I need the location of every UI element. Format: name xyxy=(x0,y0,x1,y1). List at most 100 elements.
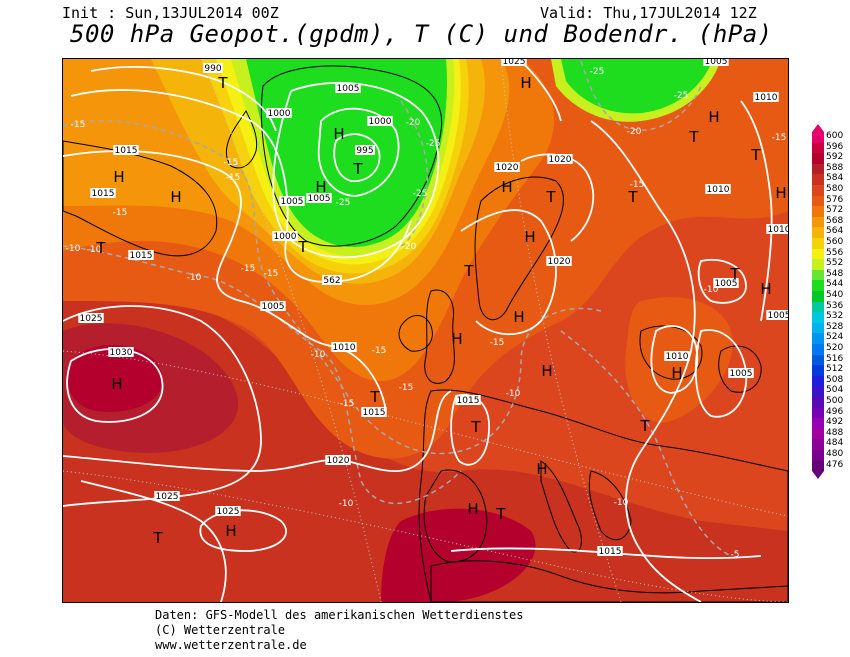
isobar-1025-north xyxy=(520,60,562,122)
temperature-label: -10 xyxy=(87,245,102,255)
isobar-label-box xyxy=(597,546,623,556)
isobar-label: 1010 xyxy=(333,343,356,353)
legend-item: 500 xyxy=(812,396,850,408)
temperature-label: -15 xyxy=(264,269,279,279)
isobar-label: 1025 xyxy=(503,59,526,67)
legend-swatch xyxy=(812,153,824,164)
isobar-995 xyxy=(333,133,381,183)
low-pressure-marker: T xyxy=(729,265,740,283)
temperature-label: -15 xyxy=(226,173,241,183)
isobar-1020-north xyxy=(520,153,595,242)
legend-swatch xyxy=(812,142,824,154)
low-pressure-marker: T xyxy=(369,388,380,406)
isobar-label: 1020 xyxy=(549,155,572,165)
isobar-label: 1015 xyxy=(115,146,138,156)
legend-label: 584 xyxy=(826,173,844,184)
high-pressure-marker: H xyxy=(536,460,547,478)
isobar-label: 1005 xyxy=(281,197,304,207)
geopotential-band-584 xyxy=(63,289,788,602)
temperature-label: -25 xyxy=(674,91,689,101)
isotherm-minus5 xyxy=(560,330,732,557)
high-pressure-marker: H xyxy=(520,74,531,92)
temperature-label: -10 xyxy=(311,350,326,360)
legend-label: 540 xyxy=(826,290,844,300)
low-pressure-marker: T xyxy=(545,188,556,206)
balkans-coast xyxy=(588,470,632,541)
isobar-1005-east xyxy=(697,258,747,304)
isobar-label: 1000 xyxy=(369,117,392,127)
isobar-label: 1005 xyxy=(730,369,753,379)
low-pressure-marker: T xyxy=(152,529,163,547)
isobar-1025-south xyxy=(80,480,227,602)
isobar-label-box xyxy=(78,313,104,323)
high-pressure-marker: H xyxy=(333,125,344,143)
high-pressure-marker: H xyxy=(708,108,719,126)
isobar-label: 1005 xyxy=(337,84,360,94)
legend-item: 476 xyxy=(812,459,850,472)
legend-item: 596 xyxy=(812,142,850,154)
isobar-label-box xyxy=(331,342,357,352)
init-time: Init : Sun,13JUL2014 00Z xyxy=(62,4,279,22)
isobar-label-box xyxy=(335,83,361,93)
isobar-label-box xyxy=(306,193,332,203)
footer: Daten: GFS-Modell des amerikanischen Wet… xyxy=(155,608,523,653)
isobar-1010-east xyxy=(650,325,699,394)
temperature-label: -15 xyxy=(399,383,414,393)
baffin-coast xyxy=(225,110,258,169)
legend-item: 540 xyxy=(812,290,850,302)
isobar-label-box xyxy=(272,231,298,241)
legend-item: 532 xyxy=(812,311,850,323)
legend-swatch xyxy=(812,195,824,207)
valid-time: Valid: Thu,17JUL2014 12Z xyxy=(540,4,757,22)
legend-label: 556 xyxy=(826,247,844,258)
high-pressure-marker: H xyxy=(671,364,682,382)
legend-swatch xyxy=(812,185,824,196)
temperature-label: -25 xyxy=(426,139,441,149)
isobar-label-box xyxy=(664,351,690,361)
isobar-label-box xyxy=(728,368,754,378)
legend-swatch xyxy=(812,206,824,217)
isobar-labels: 990 1000 1005 1000 995 1005 1005 1000 1015 1015 10… xyxy=(78,59,788,557)
legend-label: 492 xyxy=(826,417,844,428)
isobar-1005-caspian xyxy=(694,329,748,418)
legend-label: 476 xyxy=(826,459,844,470)
high-pressure-marker: H xyxy=(760,280,771,298)
isobar-label: 1025 xyxy=(217,507,240,517)
legend-label: 508 xyxy=(826,374,844,385)
legend-item: 512 xyxy=(812,364,850,376)
isobar-label-box xyxy=(367,116,393,126)
isobar-label-box xyxy=(154,491,180,501)
legend-item: 524 xyxy=(812,332,850,344)
legend-swatch xyxy=(812,174,824,185)
legend-swatch xyxy=(812,238,824,249)
isotherm-minus20 xyxy=(400,100,428,247)
isobar-label-box xyxy=(215,506,241,516)
isobar-label-box xyxy=(455,395,481,405)
legend-arrow-up-icon xyxy=(812,124,824,132)
high-pressure-marker: H xyxy=(111,375,122,393)
legend-label: 500 xyxy=(826,396,844,406)
low-pressure-marker: T xyxy=(470,418,481,436)
legend-label: 480 xyxy=(826,449,844,459)
legend-item: 516 xyxy=(812,354,850,366)
legend-label: 576 xyxy=(826,194,844,205)
isobar-label: 1005 xyxy=(768,311,788,321)
high-pressure-marker: H xyxy=(315,178,326,196)
high-pressure-marker: H xyxy=(113,168,124,186)
greenland-coast xyxy=(260,65,443,247)
legend-swatch xyxy=(812,375,824,387)
legend-swatch xyxy=(812,259,824,270)
temperature-label: -15 xyxy=(630,180,645,190)
legend-swatch xyxy=(812,344,824,355)
map-graticule xyxy=(63,59,788,602)
legend-label: 520 xyxy=(826,343,844,353)
temperature-label: -15 xyxy=(224,158,239,168)
isobar-label-box xyxy=(703,59,729,66)
temperature-label: -10 xyxy=(506,389,521,399)
legend-swatch xyxy=(812,386,824,397)
europe-coast xyxy=(418,389,788,602)
isobar-label-box xyxy=(325,455,351,465)
low-pressure-marker: T xyxy=(495,505,506,523)
temperature-label: -15 xyxy=(772,133,787,143)
temperature-label: -15 xyxy=(372,346,387,356)
